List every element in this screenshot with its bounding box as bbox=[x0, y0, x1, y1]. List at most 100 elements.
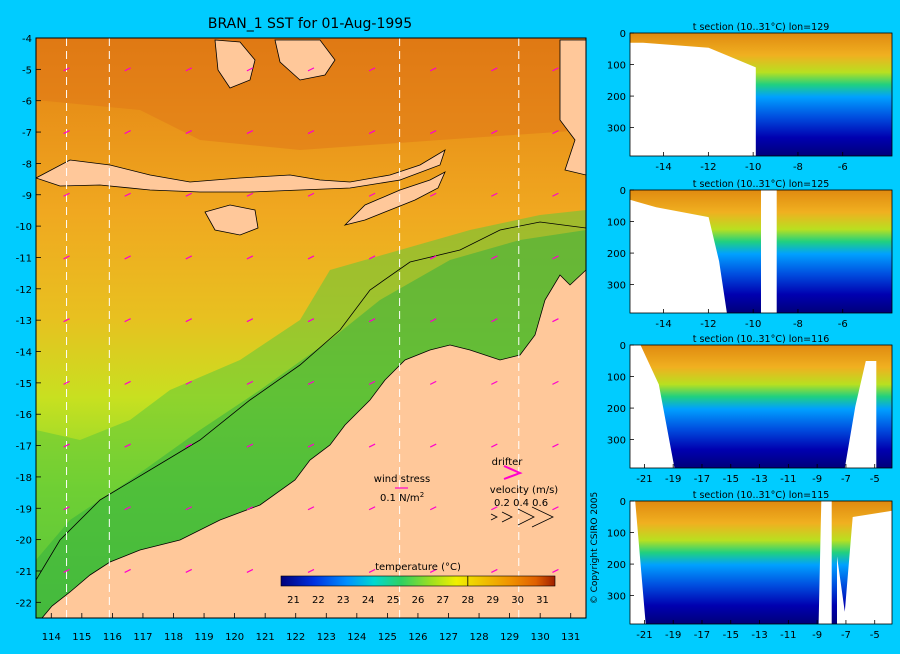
section-lines bbox=[66, 38, 520, 618]
section-ytick-label: 300 bbox=[607, 124, 626, 135]
section-ytick-label: 200 bbox=[607, 249, 626, 260]
map-frame bbox=[35, 37, 587, 619]
section-ytick-label: 200 bbox=[607, 404, 626, 415]
wind-stress-scale-text: 0.1 N/m bbox=[380, 493, 420, 504]
wind-arrow bbox=[552, 67, 559, 72]
wind-arrow bbox=[491, 506, 498, 511]
wind-arrow bbox=[185, 506, 193, 511]
lon-tick-label: 116 bbox=[103, 632, 122, 643]
wind-arrow bbox=[429, 506, 437, 511]
lat-tick-label: -22 bbox=[16, 598, 32, 609]
wind-arrow bbox=[63, 255, 70, 260]
colorbar-tick-label: 29 bbox=[486, 595, 499, 606]
lat-axis: -4 -5 -6 -7 -8 -9 -10 -11 -12 -13 -14 -15 -16 -17 -18 -… bbox=[16, 34, 41, 609]
section-nodata bbox=[630, 190, 777, 313]
warm-pool-north bbox=[36, 38, 586, 150]
section-xtick-label: -7 bbox=[841, 630, 851, 641]
section-xtick-label: -14 bbox=[655, 319, 671, 330]
lat-tick-label: -8 bbox=[22, 159, 32, 170]
colorbar-tick-label: 21 bbox=[287, 595, 300, 606]
drifter-legend: drifter velocity (m/s) 0.2 0.4 0.6 bbox=[490, 457, 558, 528]
wind-arrow bbox=[124, 380, 131, 385]
wind-arrow bbox=[185, 192, 193, 197]
wind-arrow bbox=[368, 443, 376, 448]
section-panel: t section (10..31°C) lon=115 0 100 200 300 -2… bbox=[607, 490, 893, 641]
wind-arrow bbox=[552, 255, 559, 260]
wind-arrow bbox=[124, 443, 131, 448]
lon-tick-label: 122 bbox=[286, 632, 305, 643]
lon-tick-label: 127 bbox=[439, 632, 458, 643]
lat-tick-label: -5 bbox=[22, 65, 32, 76]
wind-arrow bbox=[185, 67, 193, 72]
section-xtick-label: -14 bbox=[655, 162, 671, 173]
section-xtick-label: -10 bbox=[745, 162, 761, 173]
lat-tick-label: -15 bbox=[16, 379, 32, 390]
section-title: t section (10..31°C) lon=125 bbox=[693, 179, 830, 190]
section-xtick-label: -11 bbox=[780, 630, 796, 641]
colorbar-tick-label: 23 bbox=[337, 595, 350, 606]
wind-arrow bbox=[124, 192, 131, 197]
lon-tick-label: 114 bbox=[42, 632, 61, 643]
wind-arrow bbox=[429, 568, 437, 574]
lon-tick-label: 131 bbox=[561, 632, 580, 643]
colorbar-tick-label: 28 bbox=[461, 595, 474, 606]
timor-land bbox=[343, 171, 446, 226]
lon-tick-label: 125 bbox=[378, 632, 397, 643]
section-xtick-label: -6 bbox=[838, 162, 848, 173]
wind-arrow bbox=[63, 130, 70, 135]
section-panel: t section (10..31°C) lon=125 0 100 200 300 -1… bbox=[607, 179, 893, 330]
wind-arrow bbox=[124, 506, 131, 511]
lat-tick-label: -17 bbox=[16, 442, 32, 453]
wind-arrow bbox=[246, 380, 254, 385]
wind-arrow bbox=[63, 192, 70, 197]
wind-arrow bbox=[63, 318, 70, 323]
wind-arrow bbox=[429, 255, 437, 260]
section-xtick-label: -21 bbox=[636, 474, 652, 485]
islands-north bbox=[274, 39, 336, 81]
section-frame bbox=[629, 500, 893, 625]
section-ytick-label: 0 bbox=[620, 341, 626, 352]
copyright: © Copyright CSIRO 2005 bbox=[590, 492, 600, 604]
section-xtick-label: -17 bbox=[694, 474, 710, 485]
colorbar-ramp bbox=[280, 575, 556, 587]
section-panel: t section (10..31°C) lon=129 0 100 200 300 -1… bbox=[607, 22, 893, 173]
wind-arrow bbox=[246, 255, 254, 260]
wind-arrow bbox=[368, 568, 376, 574]
lon-tick-label: 120 bbox=[225, 632, 244, 643]
wind-arrow bbox=[63, 380, 70, 385]
colorbar-tick-label: 22 bbox=[312, 595, 325, 606]
lat-tick-label: -13 bbox=[16, 316, 32, 327]
lon-tick-label: 124 bbox=[347, 632, 366, 643]
australia-land bbox=[41, 269, 586, 618]
wind-arrow bbox=[552, 568, 559, 574]
map-title: BRAN_1 SST for 01-Aug-1995 bbox=[208, 16, 412, 32]
wind-arrow bbox=[491, 255, 498, 260]
section-frame bbox=[629, 344, 893, 469]
section-title: t section (10..31°C) lon=129 bbox=[693, 22, 830, 33]
section-ytick-label: 100 bbox=[607, 61, 626, 72]
section-nodata bbox=[630, 501, 892, 624]
section-ytick-label: 300 bbox=[607, 436, 626, 447]
section-ytick-label: 0 bbox=[620, 497, 626, 508]
section-xtick-label: -19 bbox=[665, 630, 681, 641]
wind-arrow bbox=[429, 192, 437, 197]
depth-contour bbox=[36, 221, 586, 581]
wind-arrow bbox=[246, 568, 254, 574]
wind-arrow bbox=[368, 318, 376, 323]
wind-arrow bbox=[491, 130, 498, 135]
lon-tick-label: 129 bbox=[500, 632, 519, 643]
drifter-marker bbox=[503, 465, 523, 480]
section-xtick-label: -8 bbox=[793, 319, 803, 330]
section-xtick-label: -13 bbox=[751, 630, 767, 641]
section-ytick-label: 100 bbox=[607, 218, 626, 229]
section-xtick-label: -8 bbox=[793, 162, 803, 173]
section-ytick-label: 200 bbox=[607, 92, 626, 103]
section-xtick-label: -19 bbox=[665, 474, 681, 485]
velocity-label: velocity (m/s) bbox=[490, 485, 558, 496]
islands-northeast bbox=[559, 39, 586, 176]
wind-arrow bbox=[552, 443, 559, 448]
wind-arrow bbox=[552, 506, 559, 511]
wind-arrow bbox=[124, 255, 131, 260]
wind-arrow bbox=[368, 130, 376, 135]
